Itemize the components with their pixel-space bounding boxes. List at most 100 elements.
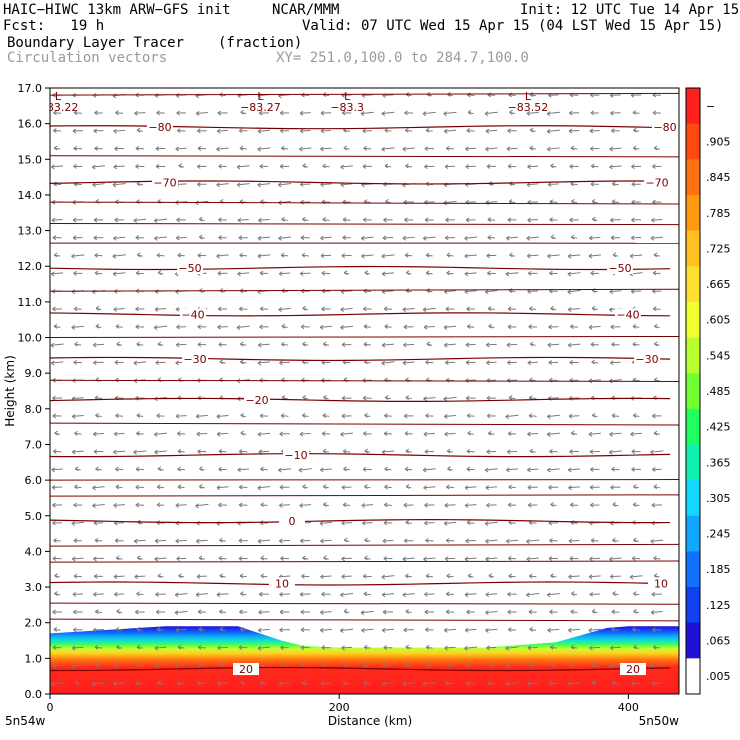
circulation-vector [464, 556, 477, 562]
circulation-vector [423, 396, 436, 402]
circulation-vector [53, 110, 62, 116]
circulation-vector [278, 538, 291, 544]
circulation-vector [136, 626, 144, 632]
circulation-vector [257, 253, 271, 259]
circulation-vector [609, 146, 622, 152]
circulation-vector [137, 555, 143, 561]
circulation-vector [425, 644, 433, 650]
circulation-vector [52, 413, 62, 419]
circulation-vector [174, 610, 188, 616]
circulation-vector [592, 216, 598, 222]
circulation-vector [424, 164, 435, 170]
colorbar-swatch [686, 337, 700, 374]
circulation-vector [198, 216, 205, 222]
circulation-vector [610, 235, 620, 241]
circulation-vector [653, 484, 660, 490]
circulation-vector [611, 199, 619, 205]
circulation-vector [466, 609, 475, 615]
circulation-vector [73, 270, 83, 276]
circulation-vector [240, 412, 247, 418]
colorbar-label: .005 [706, 670, 731, 683]
circulation-vector [240, 430, 247, 436]
circulation-vector [95, 662, 102, 668]
circulation-vector [94, 644, 103, 650]
circulation-vector [509, 109, 515, 115]
circulation-vector [239, 626, 247, 632]
circulation-vector [135, 163, 145, 169]
circulation-vector [464, 235, 478, 241]
circulation-vector [114, 217, 124, 223]
contour-label: −70 [645, 176, 668, 189]
circulation-vector [53, 252, 61, 258]
circulation-vector [177, 644, 185, 650]
circulation-vector [216, 146, 229, 152]
circulation-vector [136, 591, 144, 597]
circulation-vector [218, 466, 227, 472]
circulation-vector [486, 502, 497, 508]
circulation-vector [443, 521, 457, 526]
circulation-vector [71, 325, 85, 330]
circulation-vector [507, 555, 517, 561]
circulation-vector [426, 341, 433, 347]
circulation-vector [381, 592, 395, 598]
contour-label: −80 [653, 121, 676, 134]
circulation-vector [113, 306, 125, 312]
circulation-vector [112, 253, 126, 259]
circulation-vector [217, 306, 228, 312]
circulation-vector [50, 360, 64, 366]
circulation-vector [341, 342, 352, 348]
circulation-vector [259, 306, 268, 312]
circulation-vector [402, 146, 415, 152]
y-tick-label: 0.0 [25, 688, 43, 701]
circulation-vector [93, 449, 104, 455]
circulation-vector [569, 360, 579, 365]
circulation-vector [197, 644, 206, 650]
circulation-vector [652, 306, 661, 312]
circulation-vector [71, 289, 84, 295]
circulation-vector [402, 681, 415, 687]
circulation-vector [384, 502, 392, 508]
circulation-vector [176, 110, 186, 116]
circulation-vector [218, 342, 227, 347]
circulation-vector [197, 680, 207, 686]
circulation-vector [240, 591, 247, 597]
circulation-vector [445, 360, 455, 366]
circulation-vector [218, 555, 227, 561]
circulation-vector [153, 432, 168, 437]
circulation-vector [322, 413, 330, 418]
circulation-vector [218, 235, 227, 240]
circulation-vector [588, 627, 601, 633]
circulation-vector [320, 146, 332, 152]
circulation-vector [301, 377, 310, 383]
circulation-vector [612, 252, 619, 258]
circulation-vector [320, 110, 332, 116]
x-tick-label: 400 [618, 701, 639, 714]
circulation-vector [116, 608, 123, 614]
circulation-vector [506, 449, 518, 455]
circulation-vector [198, 626, 206, 632]
circulation-vector [71, 521, 85, 526]
circulation-vector [509, 252, 515, 258]
circulation-vector [322, 341, 330, 347]
circulation-vector [423, 235, 436, 241]
circulation-vector [426, 288, 433, 293]
temperature-contour [50, 155, 679, 158]
circulation-vector [485, 200, 498, 205]
circulation-vector [506, 342, 518, 348]
circulation-vector [549, 609, 558, 615]
circulation-vector [361, 627, 374, 633]
circulation-vector [445, 538, 455, 543]
circulation-vector [650, 449, 664, 455]
circulation-vector [384, 466, 392, 472]
circulation-vector [342, 680, 351, 686]
temperature-contour [50, 201, 679, 205]
circulation-vector [424, 609, 435, 615]
circulation-vector [198, 484, 205, 489]
y-tick-label: 15.0 [18, 153, 43, 166]
x-end-location: 5n50w [639, 714, 680, 728]
circulation-vector [177, 466, 185, 472]
circulation-vector [591, 680, 598, 686]
circulation-vector [609, 431, 622, 437]
low-value: −83.27 [240, 101, 281, 114]
circulation-vector [383, 645, 393, 651]
